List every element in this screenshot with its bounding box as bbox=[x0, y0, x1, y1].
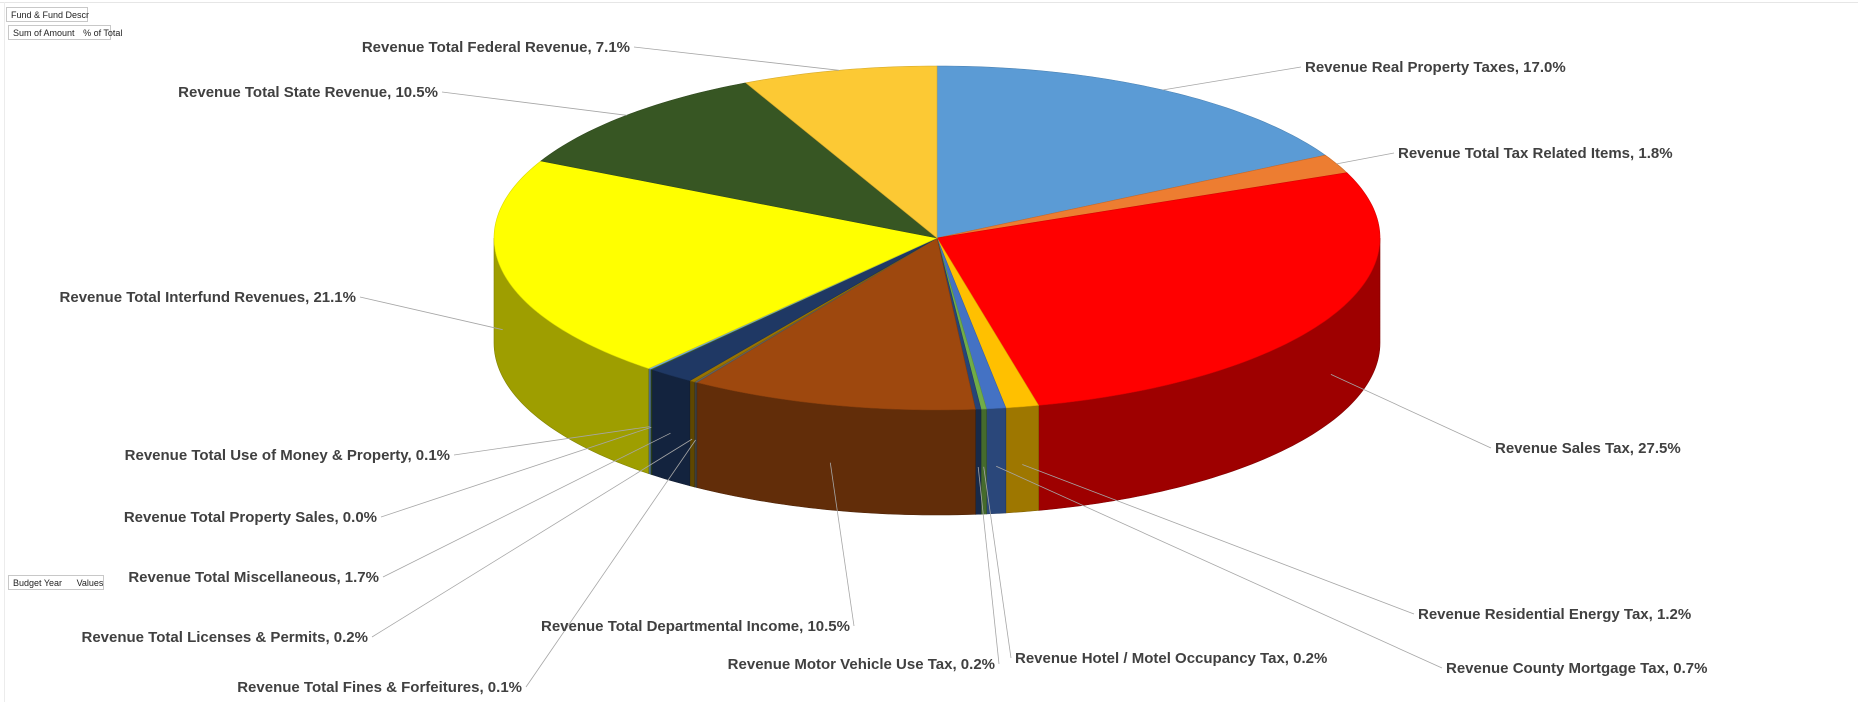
data-label-11: Revenue Total Property Sales, 0.0% bbox=[124, 509, 377, 526]
leader-line-6 bbox=[977, 466, 1000, 665]
data-label-15: Revenue Total Federal Revenue, 7.1% bbox=[362, 39, 630, 56]
pie-slice-14[interactable] bbox=[540, 82, 938, 239]
data-label-12: Revenue Total Use of Money & Property, 0… bbox=[125, 447, 450, 464]
data-label-14: Revenue Total State Revenue, 10.5% bbox=[178, 84, 438, 101]
leader-line-3 bbox=[1022, 464, 1415, 615]
pivot-value-field-label: Sum of Amount bbox=[13, 28, 75, 38]
leader-line-4 bbox=[996, 465, 1443, 669]
leader-line-2 bbox=[1330, 374, 1492, 449]
pie-slice-side-10 bbox=[651, 369, 691, 487]
data-label-9: Revenue Total Licenses & Permits, 0.2% bbox=[81, 629, 368, 646]
data-label-6: Revenue Motor Vehicle Use Tax, 0.2% bbox=[728, 656, 995, 673]
leader-line-0 bbox=[1162, 66, 1302, 91]
pie-slice-side-9 bbox=[689, 380, 695, 488]
pivot-value-field-percent-label: % of Total bbox=[83, 28, 123, 38]
data-label-8: Revenue Total Fines & Forfeitures, 0.1% bbox=[237, 679, 522, 696]
leader-line-11 bbox=[380, 426, 652, 518]
pie-slice-side-8 bbox=[694, 381, 698, 488]
pie-slice-2[interactable] bbox=[936, 172, 1381, 406]
pie-leader-lines bbox=[359, 46, 1492, 688]
pie-slice-side-6 bbox=[975, 408, 982, 515]
leader-line-10 bbox=[382, 432, 671, 578]
pie-data-labels: Revenue Real Property Taxes, 17.0% Revenu… bbox=[60, 39, 1708, 696]
pivot-filter-field-label: Fund & Fund Descr bbox=[11, 10, 90, 20]
leader-line-1 bbox=[1336, 152, 1395, 165]
leader-line-8 bbox=[525, 439, 696, 688]
data-label-4: Revenue County Mortgage Tax, 0.7% bbox=[1446, 660, 1707, 677]
pie-slices bbox=[493, 65, 1381, 411]
pivot-value-field-button[interactable]: Sum of Amount % of Total bbox=[8, 25, 122, 40]
data-label-2: Revenue Sales Tax, 27.5% bbox=[1495, 440, 1681, 457]
data-label-5: Revenue Hotel / Motel Occupancy Tax, 0.2… bbox=[1015, 650, 1327, 667]
pivot-values-field-label: Values bbox=[76, 578, 104, 588]
leader-line-14 bbox=[441, 91, 627, 116]
pie-slice-side-4 bbox=[986, 407, 1007, 515]
data-label-10: Revenue Total Miscellaneous, 1.7% bbox=[128, 569, 379, 586]
leader-line-12 bbox=[453, 426, 650, 456]
data-label-7: Revenue Total Departmental Income, 10.5% bbox=[541, 618, 850, 635]
pivot-axis-field-label: Budget Year bbox=[13, 578, 63, 588]
pivot-filter-field-button[interactable]: Fund & Fund Descr bbox=[6, 7, 90, 22]
pie-slice-0[interactable] bbox=[936, 65, 1327, 239]
pie-slice-7[interactable] bbox=[696, 237, 976, 411]
chart-frame-top-border bbox=[0, 2, 1858, 3]
leader-line-5 bbox=[983, 466, 1012, 659]
data-label-13: Revenue Total Interfund Revenues, 21.1% bbox=[60, 289, 356, 306]
leader-line-7 bbox=[829, 462, 855, 627]
pie-slice-side-12 bbox=[648, 368, 651, 475]
data-label-0: Revenue Real Property Taxes, 17.0% bbox=[1305, 59, 1566, 76]
data-label-3: Revenue Residential Energy Tax, 1.2% bbox=[1418, 606, 1691, 623]
pie-slice-side-3 bbox=[1005, 405, 1039, 514]
leader-line-13 bbox=[359, 296, 503, 331]
leader-line-15 bbox=[633, 46, 840, 71]
chart-frame-left-border bbox=[4, 2, 5, 702]
pie-slice-10[interactable] bbox=[651, 237, 938, 382]
data-label-1: Revenue Total Tax Related Items, 1.8% bbox=[1398, 145, 1673, 162]
pie-slice-13[interactable] bbox=[493, 160, 938, 369]
leader-line-9 bbox=[371, 438, 693, 638]
pivot-axis-field-button[interactable]: Budget Year Values bbox=[8, 575, 104, 590]
